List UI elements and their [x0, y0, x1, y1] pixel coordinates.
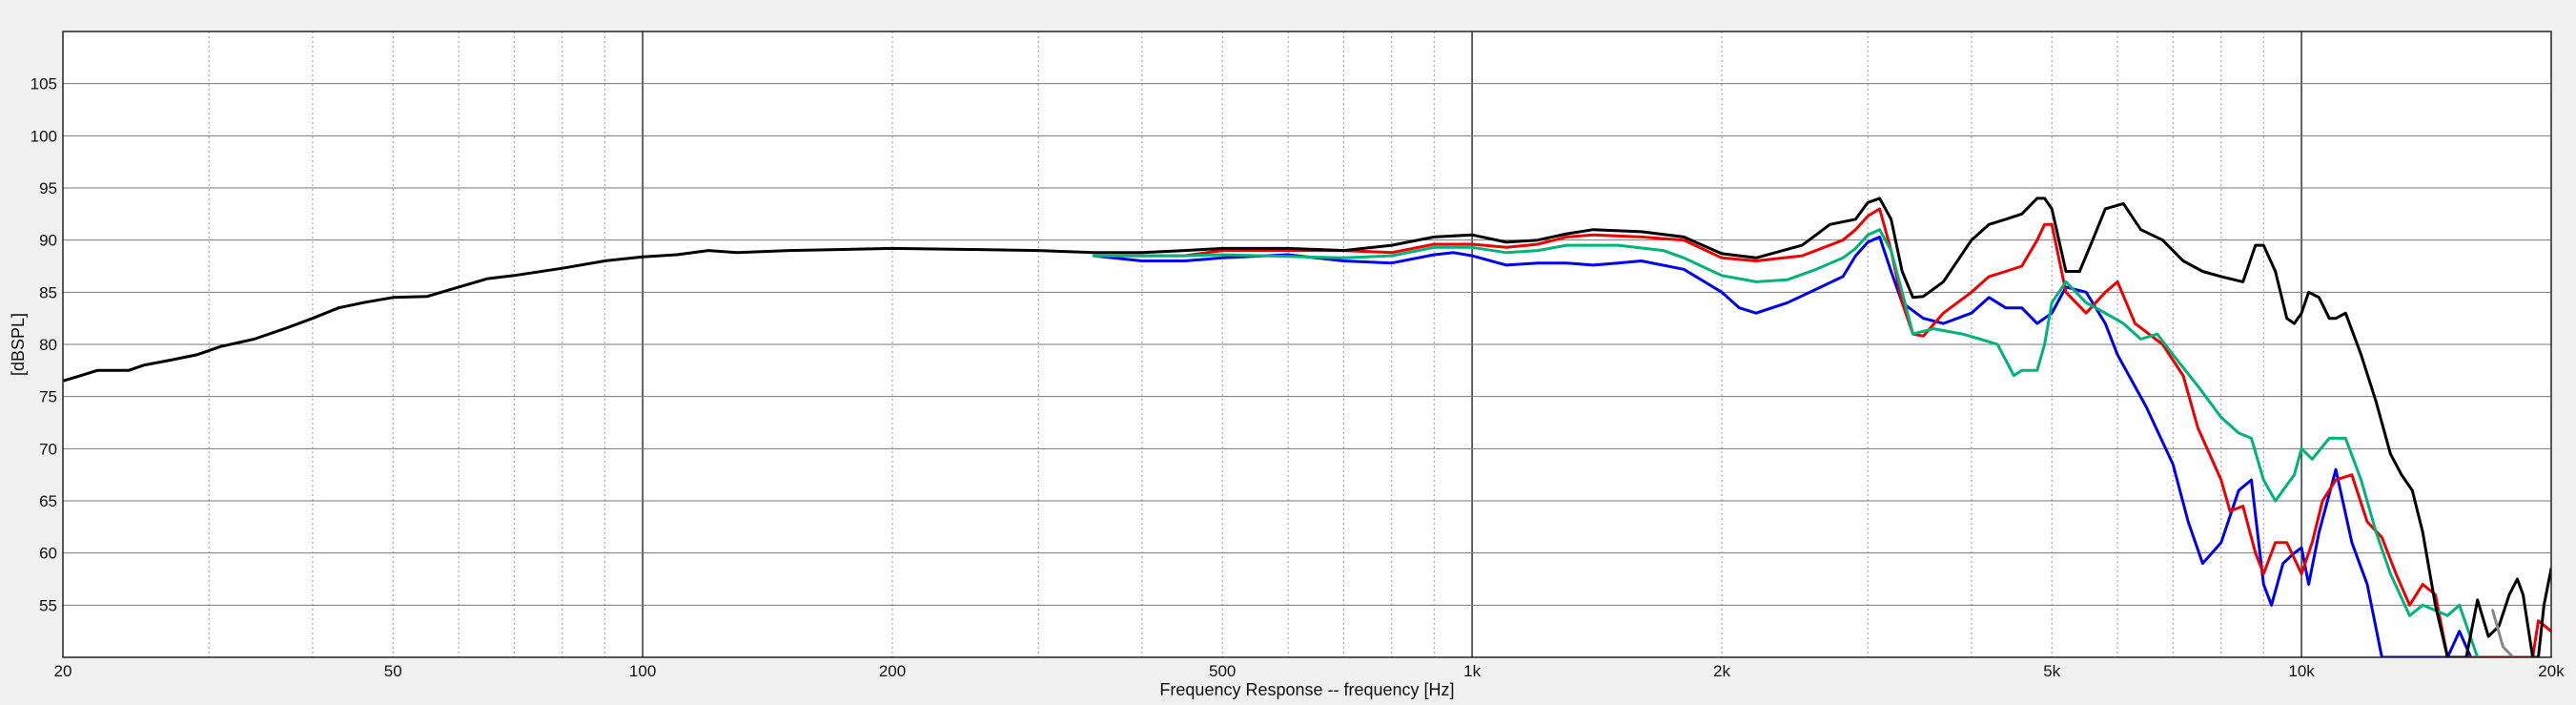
x-tick-label: 2k [1713, 662, 1730, 680]
x-tick-labels: 20 50 100 200 500 1k 2k 5k 10k 20k [54, 662, 2566, 680]
series-line-4 [63, 197, 2551, 657]
y-axis-title: [dBSPL] [9, 313, 28, 376]
x-axis-title: Frequency Response -- frequency [Hz] [1159, 680, 1454, 699]
y-tick-label: 60 [39, 545, 57, 563]
y-tick-label: 105 [31, 75, 57, 93]
y-tick-label: 100 [31, 127, 57, 145]
plot-frame [62, 31, 2552, 658]
y-tick-label: 95 [39, 179, 57, 197]
series-line-3 [1092, 228, 2480, 657]
y-tick-label: 90 [39, 232, 57, 250]
x-tick-label: 5k [2043, 662, 2060, 680]
y-tick-label: 65 [39, 492, 57, 510]
x-tick-label: 200 [879, 662, 906, 680]
x-tick-label: 10k [2288, 662, 2315, 680]
y-tick-label: 55 [39, 596, 57, 614]
major-gridlines [63, 31, 2551, 657]
series-line-5 [2491, 609, 2515, 657]
x-tick-label: 20 [54, 662, 72, 680]
y-tick-label: 70 [39, 440, 57, 458]
series-line-1 [1092, 235, 2473, 657]
x-tick-label: 50 [384, 662, 402, 680]
series-line-2 [1092, 207, 2551, 657]
x-tick-label: 100 [629, 662, 656, 680]
x-tick-label: 500 [1209, 662, 1236, 680]
x-tick-label: 20k [2538, 662, 2565, 680]
y-tick-label: 80 [39, 336, 57, 354]
y-tick-label: 75 [39, 388, 57, 406]
y-tick-label: 85 [39, 283, 57, 301]
series-layer [63, 197, 2551, 657]
y-tick-labels: 55 60 65 70 75 80 85 90 95 100 105 [31, 75, 57, 615]
x-tick-label: 1k [1463, 662, 1481, 680]
